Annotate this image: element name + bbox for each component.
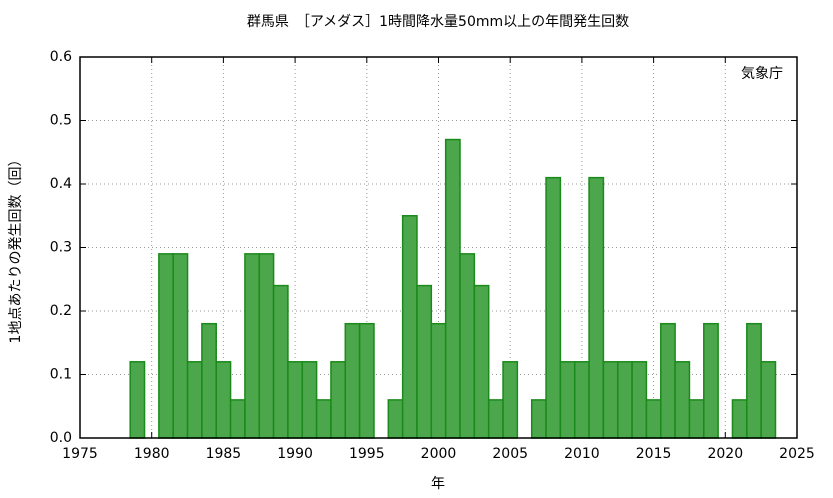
bar: [186, 361, 203, 439]
bar: [215, 361, 232, 439]
x-tick-label: 2005: [492, 446, 528, 462]
bar: [344, 322, 361, 439]
x-tick-label: 1985: [206, 446, 242, 462]
y-tick-label: 0.3: [50, 240, 72, 256]
bar: [330, 361, 347, 439]
bar: [674, 361, 691, 439]
bar: [487, 399, 504, 439]
y-tick-label: 0.0: [50, 430, 72, 446]
x-tick-label: 1975: [62, 446, 98, 462]
bar: [473, 284, 490, 439]
bar: [760, 361, 777, 439]
bar: [703, 322, 719, 439]
bar: [688, 399, 705, 439]
bar: [272, 284, 289, 439]
y-tick-label: 0.4: [50, 176, 72, 192]
bar: [129, 361, 146, 439]
x-tick-label: 1990: [277, 446, 313, 462]
bar: [201, 322, 217, 439]
bar: [244, 253, 261, 439]
x-axis-label: 年: [431, 476, 445, 492]
bar: [430, 322, 447, 439]
bar: [573, 361, 590, 439]
x-tick-label: 2020: [707, 446, 743, 462]
y-tick-label: 0.2: [50, 303, 72, 319]
bar: [746, 322, 762, 439]
chart-title: 群馬県 ［アメダス］1時間降水量50mm以上の年間発生回数: [247, 14, 629, 30]
y-tick-label: 0.1: [50, 367, 72, 383]
bar: [358, 322, 375, 439]
annotation: 気象庁: [741, 66, 783, 82]
bar: [459, 253, 476, 439]
bar: [315, 399, 332, 439]
x-tick-label: 1995: [349, 446, 385, 462]
plot-frame: [79, 56, 798, 439]
bar: [559, 361, 576, 439]
bar: [416, 284, 433, 439]
bar: [158, 253, 174, 439]
bar: [172, 253, 189, 439]
x-tick-label: 2025: [779, 446, 815, 462]
y-tick-label: 0.6: [50, 49, 72, 65]
bar: [602, 361, 619, 439]
bar: [444, 138, 461, 439]
y-tick-label: 0.5: [50, 113, 72, 129]
bar: [617, 361, 633, 439]
bar: [229, 399, 246, 439]
bar: [301, 361, 318, 439]
bar: [588, 176, 605, 439]
bar: [387, 399, 404, 439]
bar: [660, 322, 676, 439]
x-tick-label: 2015: [636, 446, 672, 462]
bar: [530, 399, 547, 439]
bar: [258, 253, 275, 439]
bar: [631, 361, 648, 439]
bar: [287, 361, 304, 439]
bar: [401, 215, 418, 439]
bar: [502, 361, 519, 439]
y-axis-label: 1地点あたりの発生回数（回）: [8, 153, 24, 344]
bar: [731, 399, 748, 439]
bar: [645, 399, 662, 439]
x-tick-label: 1980: [134, 446, 170, 462]
x-tick-label: 2000: [421, 446, 457, 462]
bar: [545, 176, 562, 439]
x-tick-label: 2010: [564, 446, 600, 462]
